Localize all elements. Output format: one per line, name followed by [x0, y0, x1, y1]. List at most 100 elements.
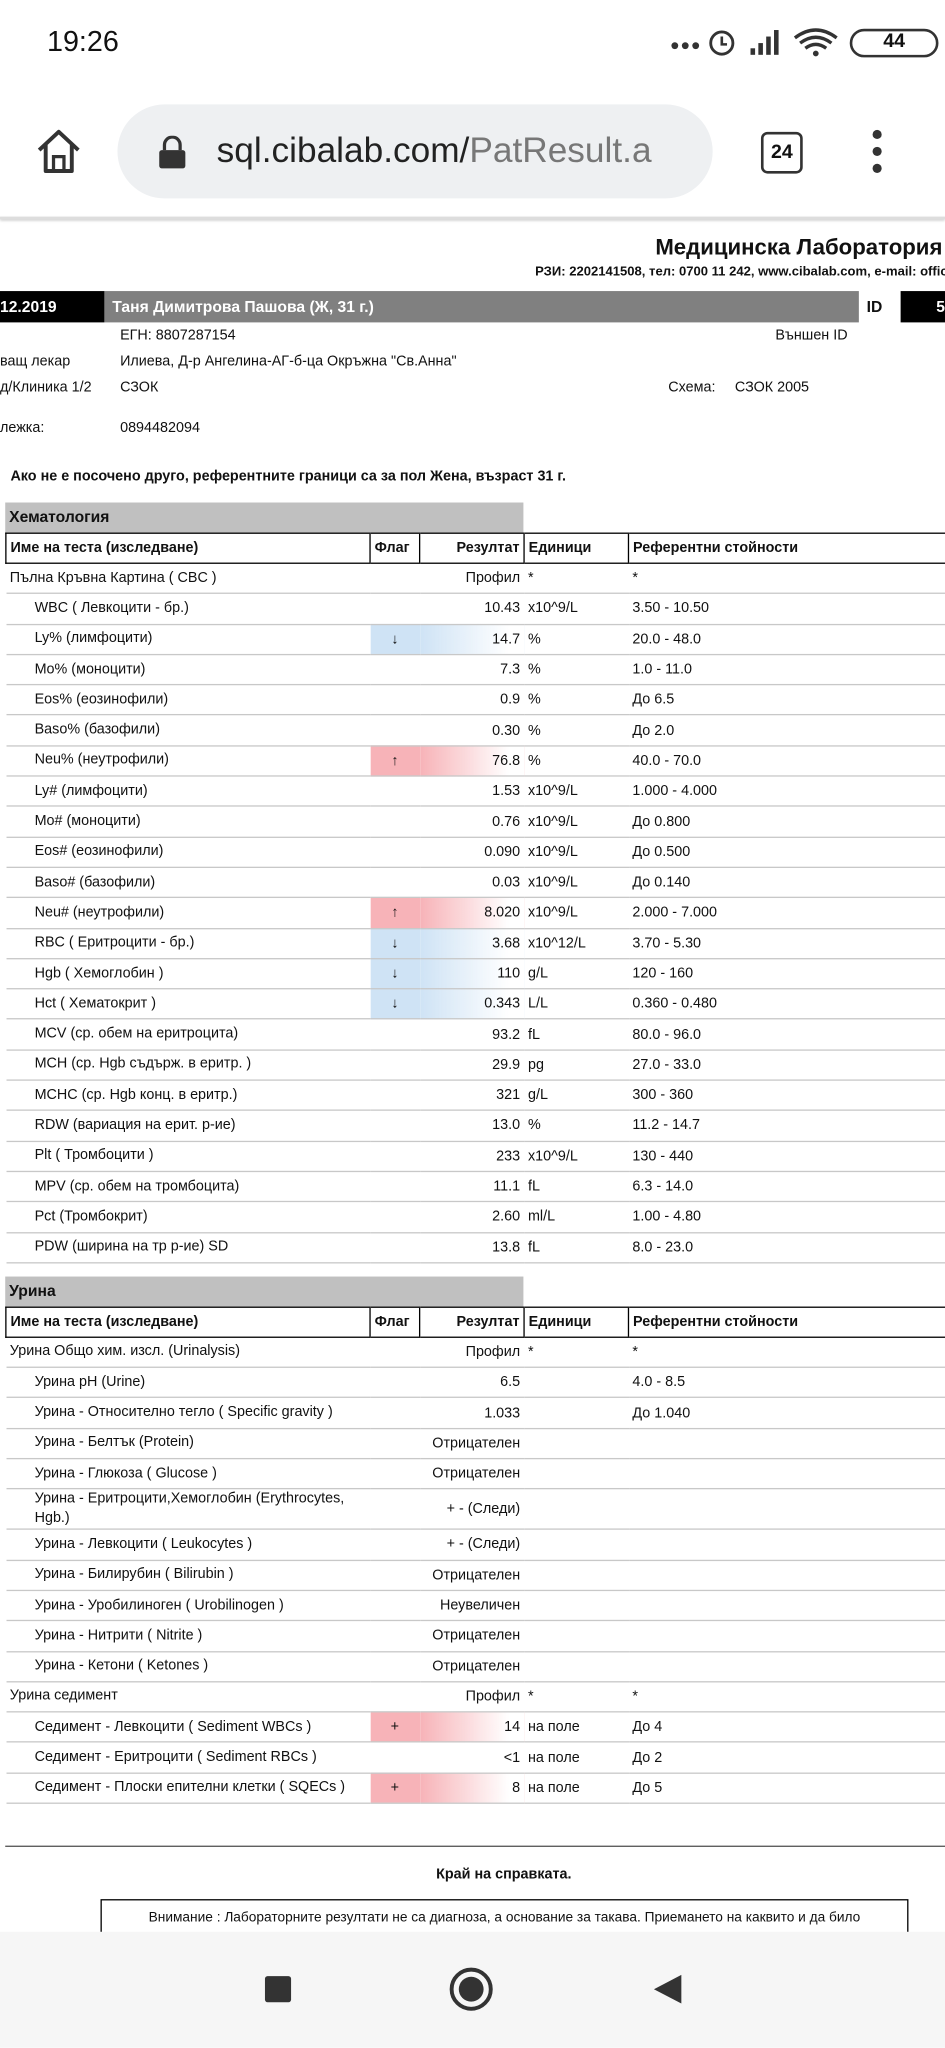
test-row: Eos% (еозинофили) 0.9% До 6.5	[5, 684, 945, 716]
cell-name: Урина - Еритроцити,Хемоглобин (Erythrocy…	[5, 1489, 371, 1531]
cell-unit	[524, 1529, 629, 1561]
column-header: Референтни стойности	[627, 1306, 945, 1338]
test-row: WBC ( Левкоцити - бр.) 10.43 x10^9/L 3.50 -…	[5, 593, 945, 625]
phone-label: лежка:	[0, 420, 45, 436]
cell-ref: 80.0 - 96.0	[628, 1019, 945, 1051]
column-header: Резултат	[418, 1306, 525, 1338]
cell-ref: 3.70 - 5.30	[628, 928, 945, 960]
cell-ref: До 6.5	[628, 684, 945, 716]
column-header: Единици	[523, 532, 629, 564]
cell-unit: x10^9/L	[524, 836, 629, 868]
cell-unit: *	[524, 1681, 629, 1713]
scheme-label: Схема:	[668, 379, 716, 396]
footer-rule	[5, 1845, 945, 1847]
cell-result: Профил	[419, 1337, 525, 1369]
cell-ref: До 5	[628, 1772, 945, 1804]
cell-flag	[370, 654, 420, 686]
column-header: Име на теста (изследване)	[5, 532, 371, 564]
results-table: Име на теста (изследване) Флаг Резултат Еди…	[5, 532, 945, 1264]
url-bar[interactable]: sql.cibalab.com/PatResult.a	[117, 104, 713, 199]
test-row: Ly% (лимфоцити) ↓ 14.7% 20.0 - 48.0	[5, 624, 945, 656]
cell-ref: *	[628, 563, 945, 595]
cell-flag	[370, 1080, 420, 1112]
cell-name: Neu# (неутрофили)	[5, 897, 371, 929]
cell-flag	[370, 684, 420, 716]
cell-name: RBC ( Еритроцити - бр.)	[5, 928, 371, 960]
results-table: Име на теста (изследване) Флаг Резултат Еди…	[5, 1306, 945, 1804]
home-button[interactable]	[34, 128, 84, 175]
cell-ref	[628, 1620, 945, 1652]
cell-result: 3.68	[419, 928, 525, 960]
cell-unit: x10^9/L	[524, 897, 629, 929]
test-row: Ly# (лимфоцити) 1.53 x10^9/L 1.000 - 4.000	[5, 776, 945, 808]
cell-unit: x10^9/L	[524, 1140, 629, 1173]
test-row: MPV (ср. обем на тромбоцита) 11.1 fL 6.3 - …	[5, 1171, 945, 1203]
recents-button[interactable]	[264, 1976, 292, 2003]
cell-ref: *	[628, 1681, 945, 1713]
cell-unit: fL	[524, 1019, 629, 1051]
cell-result: Отрицателен	[419, 1428, 525, 1460]
clinic-label: д/Клиника 1/2	[0, 379, 92, 396]
cell-result: 10.43	[419, 593, 525, 625]
cell-unit	[524, 1458, 629, 1490]
menu-button[interactable]	[867, 129, 888, 173]
clock: 19:26	[46, 24, 119, 58]
cell-result: 14	[419, 1711, 525, 1744]
cell-name: MCHC (ср. Hgb конц. в еритр.)	[5, 1080, 371, 1112]
column-header: Име на теста (изследване)	[5, 1306, 371, 1338]
url-path: PatResult.a	[469, 130, 652, 170]
cell-flag: ↓	[370, 624, 420, 656]
cell-unit: *	[524, 1337, 629, 1369]
cell-flag	[370, 1458, 420, 1490]
group-row: Урина Общо хим. изсл. (Urinalysis) Профил…	[5, 1337, 945, 1369]
cell-result: Профил	[419, 563, 525, 595]
cell-unit: x10^9/L	[524, 806, 629, 838]
cell-flag: +	[370, 1711, 420, 1744]
cell-flag	[370, 1140, 420, 1173]
column-header: Референтни стойности	[627, 532, 945, 564]
cell-name: Урина - Уробилиноген ( Urobilinogen )	[5, 1590, 371, 1622]
cell-unit	[524, 1428, 629, 1460]
cell-result: 1.53	[419, 776, 525, 808]
cell-name: Пълна Кръвна Картина ( CBC )	[5, 563, 371, 595]
group-row: Пълна Кръвна Картина ( CBC ) Профил * *	[5, 563, 945, 595]
cell-ref	[628, 1651, 945, 1683]
home-nav-button[interactable]	[449, 1967, 493, 2011]
cell-result: Отрицателен	[419, 1559, 525, 1591]
cell-result: 0.343	[419, 988, 525, 1021]
section: Урина Име на теста (изследване) Флаг Резулт…	[5, 1276, 945, 1804]
cell-name: Урина - Белтък (Protein)	[5, 1428, 371, 1460]
table-body: Пълна Кръвна Картина ( CBC ) Профил * * WBC …	[5, 563, 945, 1264]
cell-unit: на поле	[524, 1742, 629, 1774]
cell-unit: %	[524, 1110, 629, 1142]
cell-flag	[370, 715, 420, 747]
lab-contact: РЗИ: 2202141508, тел: 0700 11 242, www.c…	[535, 264, 945, 280]
cell-name: Седимент - Еритроцити ( Sediment RBCs )	[5, 1742, 371, 1774]
reference-note: Ако не е посочено друго, референтните гр…	[10, 468, 566, 485]
table-body: Урина Общо хим. изсл. (Urinalysis) Профил…	[5, 1337, 945, 1804]
tab-count[interactable]: 24	[760, 131, 803, 174]
cell-flag: ↓	[370, 928, 420, 960]
back-button[interactable]	[653, 1974, 682, 2004]
test-row: Урина - Кетони ( Ketones ) Отрицателен	[5, 1651, 945, 1683]
cell-unit: на поле	[524, 1772, 629, 1804]
cell-flag	[370, 806, 420, 838]
cell-name: Ly# (лимфоцити)	[5, 776, 371, 808]
cell-ref: 1.000 - 4.000	[628, 776, 945, 808]
cell-name: Урина - Глюкоза ( Glucose )	[5, 1458, 371, 1490]
cell-flag	[370, 836, 420, 868]
nav-bar	[0, 1931, 945, 2048]
cell-flag	[370, 1232, 420, 1264]
cell-ref: 20.0 - 48.0	[628, 624, 945, 656]
cell-flag: ↓	[370, 958, 420, 990]
cell-flag	[370, 1337, 420, 1369]
cell-name: Pct (Тромбокрит)	[5, 1201, 371, 1233]
cell-flag	[370, 1590, 420, 1622]
phone: 0894482094	[120, 420, 200, 436]
cell-ref: *	[628, 1337, 945, 1369]
cell-flag	[370, 593, 420, 625]
nav-buttons	[264, 1967, 682, 2011]
cell-flag: ↑	[370, 897, 420, 929]
test-row: Урина - Уробилиноген ( Urobilinogen ) Неу…	[5, 1590, 945, 1622]
